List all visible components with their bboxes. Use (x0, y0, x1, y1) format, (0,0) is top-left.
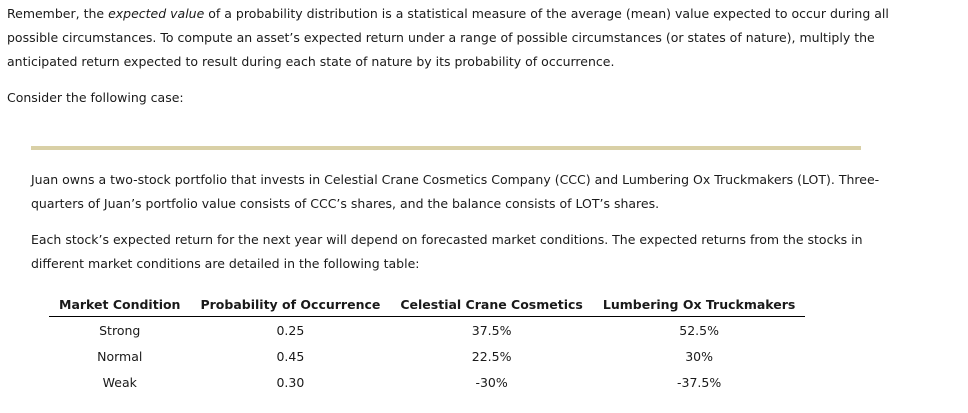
portfolio-description: Juan owns a two-stock portfolio that inv… (31, 172, 880, 211)
section-divider (31, 146, 861, 150)
table-row: Normal 0.45 22.5% 30% (49, 343, 805, 369)
expected-returns-table: Market Condition Probability of Occurren… (49, 292, 806, 395)
table-intro: Each stock’s expected return for the nex… (31, 232, 863, 271)
cell-lot-return: 52.5% (679, 322, 719, 338)
table-header-row: Market Condition Probability of Occurren… (49, 292, 806, 317)
intro-body: of a probability distribution is a stati… (7, 6, 889, 69)
cell-ccc-return: -30% (475, 374, 508, 390)
intro-lead: Remember, the (7, 6, 109, 21)
expected-value-term: expected value (108, 6, 205, 21)
header-market-condition: Market Condition (49, 292, 191, 317)
intro-text: Remember, the expected value of a probab… (7, 2, 932, 74)
cell-ccc-return: 22.5% (471, 348, 512, 364)
header-probability: Probability of Occurrence (190, 292, 391, 317)
cell-probability: 0.30 (276, 374, 305, 390)
consider-prompt: Consider the following case: (7, 90, 184, 105)
table-row: Weak 0.30 -30% -37.5% (49, 369, 805, 395)
header-ccc: Celestial Crane Cosmetics (390, 292, 593, 317)
table-row: Strong 0.25 37.5% 52.5% (49, 317, 805, 344)
cell-condition: Strong (99, 322, 141, 338)
cell-lot-return: -37.5% (676, 374, 722, 390)
cell-condition: Normal (97, 348, 143, 364)
cell-probability: 0.25 (276, 322, 305, 338)
header-lot: Lumbering Ox Truckmakers (592, 292, 806, 317)
cell-lot-return: 30% (685, 348, 713, 364)
case-paragraph-2: Each stock’s expected return for the nex… (31, 228, 891, 276)
cell-probability: 0.45 (276, 348, 305, 364)
intro-paragraph: Remember, the expected value of a probab… (7, 2, 932, 74)
cell-ccc-return: 37.5% (471, 322, 512, 338)
case-paragraph-1: Juan owns a two-stock portfolio that inv… (31, 168, 891, 216)
cell-condition: Weak (102, 374, 137, 390)
